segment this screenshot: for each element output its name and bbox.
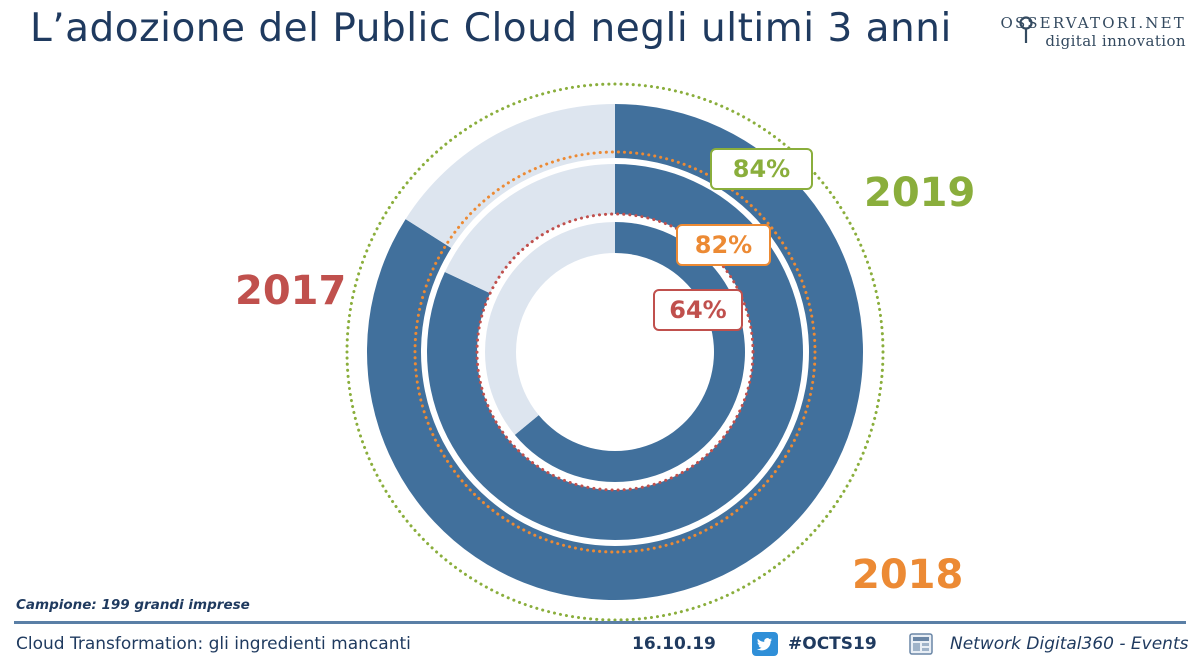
- footer-network: Network Digital360 - Events: [950, 634, 1189, 654]
- footer-hashtag[interactable]: #OCTS19: [788, 634, 877, 654]
- location-pin-icon: [1019, 16, 1033, 43]
- ring-filled-2017: [514, 222, 745, 483]
- ring-remainder-2017: [484, 222, 615, 435]
- footer-bar: Cloud Transformation: gli ingredienti ma…: [0, 628, 1200, 660]
- logo-line2: digital innovation: [1045, 32, 1186, 50]
- value-badge-2019: 84%: [710, 148, 813, 190]
- ring-guide-2019: [345, 82, 885, 622]
- ring-guide-2017: [475, 212, 755, 492]
- year-label-2019: 2019: [864, 170, 976, 216]
- osservatori-logo: OSSERVATORI.NET digital innovation: [1001, 14, 1186, 56]
- value-badge-2018: 82%: [676, 224, 771, 266]
- footer-date: 16.10.19: [632, 634, 716, 654]
- footer-divider: [14, 621, 1186, 624]
- ring-remainder-2018: [444, 164, 615, 294]
- network-digital360-icon: [909, 633, 933, 655]
- value-badge-2017: 64%: [653, 289, 743, 331]
- ring-remainder-2019: [405, 104, 615, 249]
- year-label-2018: 2018: [852, 552, 964, 598]
- logo-line1: OSSERVATORI.NET: [1000, 14, 1186, 32]
- page-title: L’adozione del Public Cloud negli ultimi…: [30, 6, 952, 51]
- year-label-2017: 2017: [235, 268, 347, 314]
- sample-note: Campione: 199 grandi imprese: [16, 597, 250, 613]
- ring-guide-2018: [413, 150, 817, 554]
- footer-event-title: Cloud Transformation: gli ingredienti ma…: [16, 634, 411, 654]
- twitter-icon: [752, 632, 778, 656]
